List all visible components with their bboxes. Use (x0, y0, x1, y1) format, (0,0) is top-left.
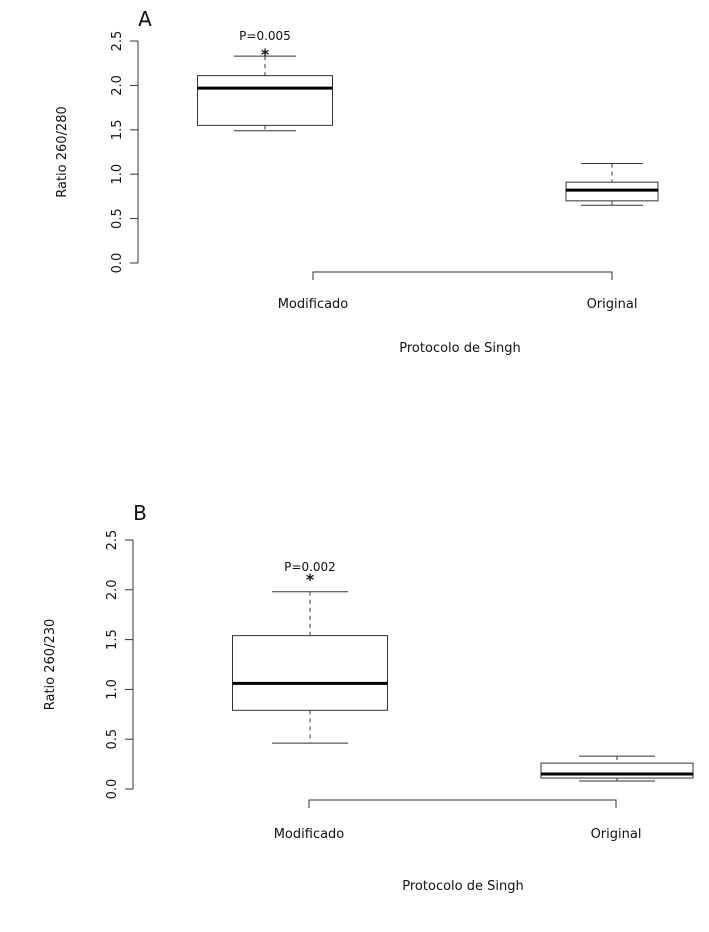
iqr-box (232, 635, 388, 711)
iqr-box (197, 75, 333, 126)
y-tick-label: 1.5 (110, 119, 125, 140)
y-tick-label: 2.5 (110, 31, 125, 52)
iqr-box (540, 762, 694, 779)
y-tick-label: 2.0 (105, 579, 120, 600)
x-tick-label: Modificado (274, 827, 345, 842)
p-value-label: P=0.002 (284, 560, 336, 574)
significance-marker: * (306, 570, 315, 589)
panel-label: A (138, 7, 152, 31)
y-axis-label: Ratio 260/230 (43, 619, 58, 711)
y-axis-label: Ratio 260/280 (55, 106, 70, 198)
x-axis-line (308, 799, 617, 808)
y-tick-label: 1.5 (105, 629, 120, 650)
x-tick-label: Original (587, 297, 638, 312)
y-tick-label: 0.0 (110, 253, 125, 274)
panel-label: B (133, 501, 147, 525)
y-tick-label: 1.0 (105, 679, 120, 700)
p-value-label: P=0.005 (239, 29, 291, 43)
y-tick-label: 1.0 (110, 164, 125, 185)
panel-a: A 0.0 0.5 1.0 1.5 2.0 2.5 Ratio 260/280 Modifica… (55, 7, 659, 356)
y-tick-label: 2.5 (105, 530, 120, 551)
x-axis-line (312, 271, 613, 280)
significance-marker: * (261, 45, 270, 64)
y-tick-label: 0.5 (105, 729, 120, 750)
y-tick-label: 2.0 (110, 75, 125, 96)
x-axis-label: Protocolo de Singh (399, 341, 520, 356)
y-tick-label: 0.0 (105, 779, 120, 800)
box-original (540, 755, 694, 782)
x-tick-label: Modificado (278, 297, 349, 312)
panel-b: B 0.0 0.5 1.0 1.5 2.0 2.5 Ratio 260/230 Modifica… (43, 501, 694, 894)
box-original (565, 163, 659, 206)
box-modificado (197, 55, 333, 132)
y-tick-label: 0.5 (110, 208, 125, 229)
x-tick-label: Original (591, 827, 642, 842)
box-modificado (232, 591, 388, 744)
x-axis-label: Protocolo de Singh (402, 879, 523, 894)
